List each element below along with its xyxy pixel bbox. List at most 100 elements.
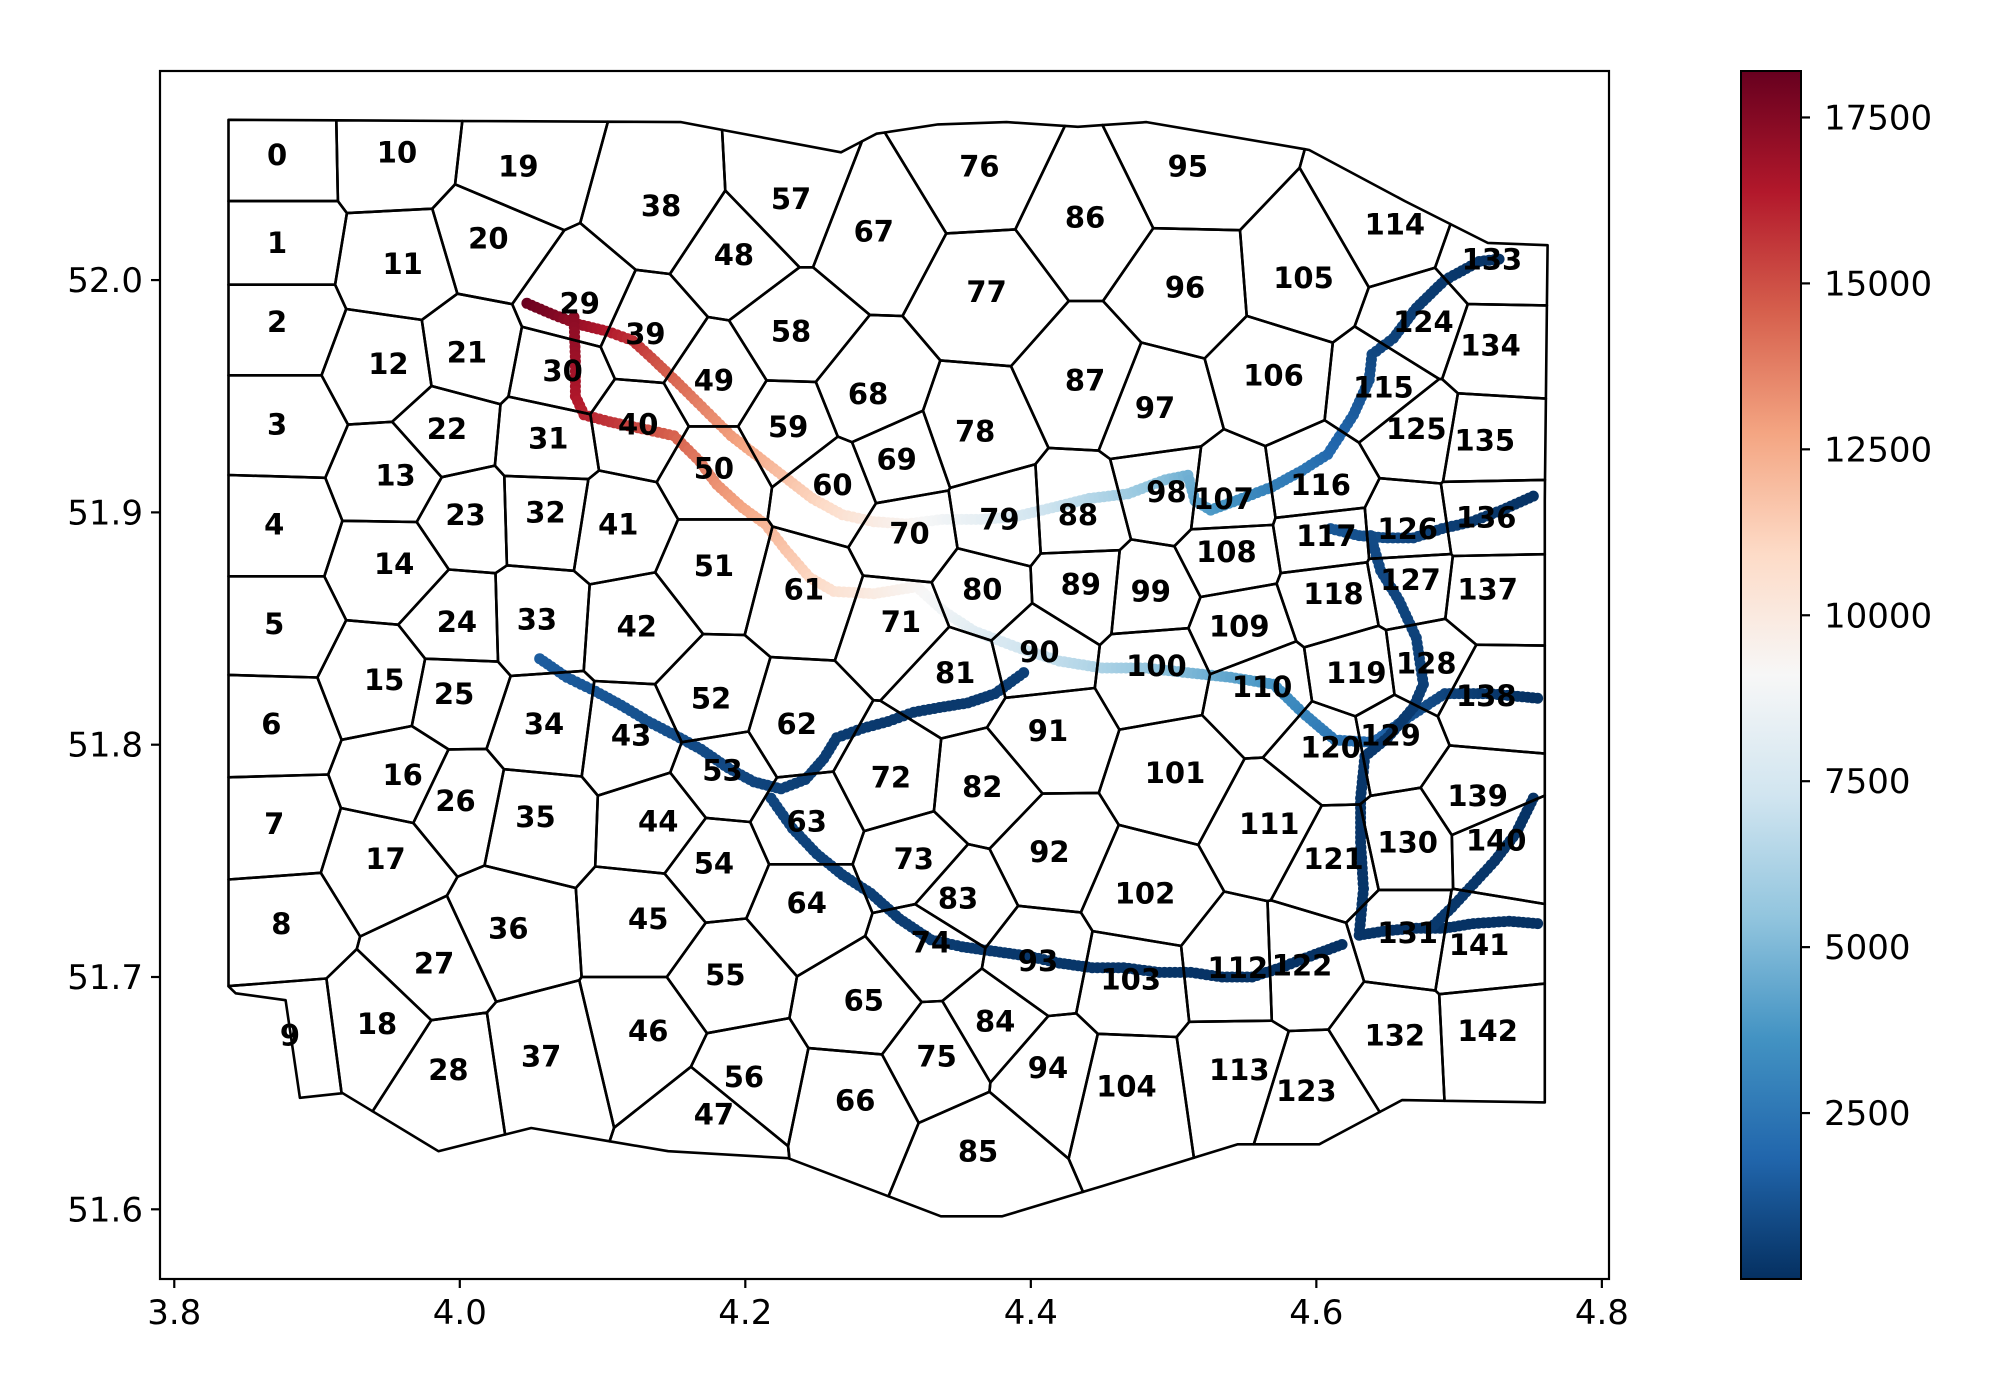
cell-5-boundary: [227, 574, 348, 679]
cell-label-76: 76: [959, 150, 999, 184]
cell-label-31: 31: [528, 421, 568, 455]
cell-label-14: 14: [374, 547, 414, 581]
cell-label-56: 56: [724, 1060, 764, 1094]
cell-6-boundary: [227, 673, 343, 779]
cell-label-87: 87: [1065, 363, 1105, 397]
cell-label-55: 55: [705, 958, 745, 992]
cell-label-142: 142: [1457, 1014, 1518, 1048]
cell-134-boundary: [1440, 302, 1549, 400]
cell-label-68: 68: [848, 377, 888, 411]
cell-label-49: 49: [694, 363, 734, 397]
cell-label-140: 140: [1466, 823, 1527, 857]
cell-8-boundary: [227, 871, 362, 988]
cell-label-129: 129: [1360, 719, 1421, 753]
cell-label-116: 116: [1290, 468, 1351, 502]
cell-label-35: 35: [515, 800, 555, 834]
cell-label-100: 100: [1126, 649, 1187, 683]
cell-label-141: 141: [1449, 928, 1510, 962]
cell-label-135: 135: [1455, 424, 1516, 458]
cell-1-boundary: [227, 199, 349, 287]
cell-label-109: 109: [1209, 610, 1270, 644]
cell-label-103: 103: [1100, 963, 1161, 997]
cell-label-37: 37: [521, 1039, 561, 1073]
cell-label-131: 131: [1377, 916, 1438, 950]
cell-label-38: 38: [641, 189, 681, 223]
cell-label-12: 12: [368, 347, 408, 381]
cell-label-99: 99: [1131, 575, 1171, 609]
cell-label-120: 120: [1300, 730, 1361, 764]
cell-label-59: 59: [768, 410, 808, 444]
y-axis: 51.6 51.7 51.8 51.9 52.0: [67, 261, 160, 1230]
cell-label-10: 10: [377, 136, 417, 170]
cell-label-28: 28: [428, 1053, 468, 1087]
cell-label-45: 45: [628, 902, 668, 936]
cell-label-86: 86: [1065, 201, 1105, 235]
cell-label-33: 33: [517, 603, 557, 637]
cell-label-72: 72: [871, 761, 911, 795]
cell-label-112: 112: [1208, 951, 1269, 985]
cell-label-42: 42: [617, 610, 657, 644]
cell-label-61: 61: [784, 572, 824, 606]
track-0: [521, 253, 1505, 530]
cell-label-64: 64: [787, 886, 827, 920]
cell-label-57: 57: [771, 182, 811, 216]
cell-label-115: 115: [1353, 370, 1414, 404]
cell-label-40: 40: [618, 407, 658, 441]
cell-label-30: 30: [542, 354, 582, 388]
cell-label-27: 27: [414, 946, 454, 980]
cell-label-20: 20: [468, 222, 508, 256]
cell-label-133: 133: [1462, 242, 1523, 276]
colorbar-axis: 2500 5000 7500 10000 12500 15000 17500: [1801, 98, 1932, 1134]
cell-label-128: 128: [1396, 647, 1457, 681]
cell-label-15: 15: [364, 663, 404, 697]
cell-label-3: 3: [267, 407, 287, 441]
cell-label-118: 118: [1303, 577, 1364, 611]
cell-label-138: 138: [1456, 679, 1517, 713]
cell-label-82: 82: [962, 770, 1002, 804]
cell-label-117: 117: [1296, 519, 1357, 553]
track-1: [568, 311, 1544, 748]
cell-label-139: 139: [1447, 779, 1508, 813]
cell-label-23: 23: [445, 498, 485, 532]
y-tick-label: 51.8: [67, 726, 143, 766]
y-tick-label: 51.6: [67, 1190, 143, 1230]
cells-layer: [227, 118, 1549, 1218]
cell-label-66: 66: [835, 1083, 875, 1117]
cell-label-106: 106: [1243, 359, 1304, 393]
cell-label-73: 73: [894, 842, 934, 876]
cell-label-97: 97: [1135, 391, 1175, 425]
plot-frame: [158, 69, 1611, 1281]
cell-label-62: 62: [777, 707, 817, 741]
cell-label-132: 132: [1365, 1018, 1426, 1052]
colorbar-tick-label: 2500: [1824, 1094, 1911, 1134]
cell-label-6: 6: [261, 707, 281, 741]
cell-label-124: 124: [1393, 305, 1454, 339]
cell-label-58: 58: [771, 315, 811, 349]
cell-label-79: 79: [979, 503, 1019, 537]
cell-label-50: 50: [694, 452, 734, 486]
cell-label-94: 94: [1028, 1051, 1068, 1085]
cell-label-8: 8: [271, 907, 291, 941]
cell-label-11: 11: [383, 247, 423, 281]
colorbar-tick-label: 5000: [1824, 928, 1911, 968]
cell-label-43: 43: [611, 719, 651, 753]
cell-label-71: 71: [881, 605, 921, 639]
x-tick-label: 3.8: [147, 1293, 201, 1333]
cell-label-19: 19: [498, 150, 538, 184]
cell-label-122: 122: [1272, 949, 1333, 983]
cell-label-65: 65: [844, 984, 884, 1018]
cell-label-126: 126: [1377, 512, 1438, 546]
cell-label-88: 88: [1058, 498, 1098, 532]
cell-label-96: 96: [1165, 270, 1205, 304]
cell-label-53: 53: [702, 754, 742, 788]
colorbar-tick-label: 15000: [1824, 264, 1932, 304]
x-tick-label: 4.8: [1575, 1293, 1629, 1333]
track-point: [1336, 938, 1348, 950]
cell-label-41: 41: [598, 507, 638, 541]
cell-label-92: 92: [1029, 835, 1069, 869]
x-tick-label: 4.0: [433, 1293, 487, 1333]
cell-label-63: 63: [787, 805, 827, 839]
cell-label-7: 7: [264, 807, 284, 841]
cell-label-93: 93: [1018, 944, 1058, 978]
